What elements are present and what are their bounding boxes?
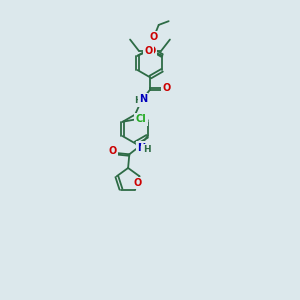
Text: N: N	[139, 94, 147, 104]
Text: O: O	[163, 83, 171, 94]
Text: O: O	[108, 146, 116, 156]
Text: N: N	[137, 142, 145, 153]
Text: Cl: Cl	[135, 114, 146, 124]
Text: O: O	[145, 46, 153, 56]
Text: H: H	[143, 145, 150, 154]
Text: H: H	[134, 96, 142, 105]
Text: O: O	[133, 178, 141, 188]
Text: O: O	[147, 46, 155, 56]
Text: O: O	[150, 32, 158, 42]
